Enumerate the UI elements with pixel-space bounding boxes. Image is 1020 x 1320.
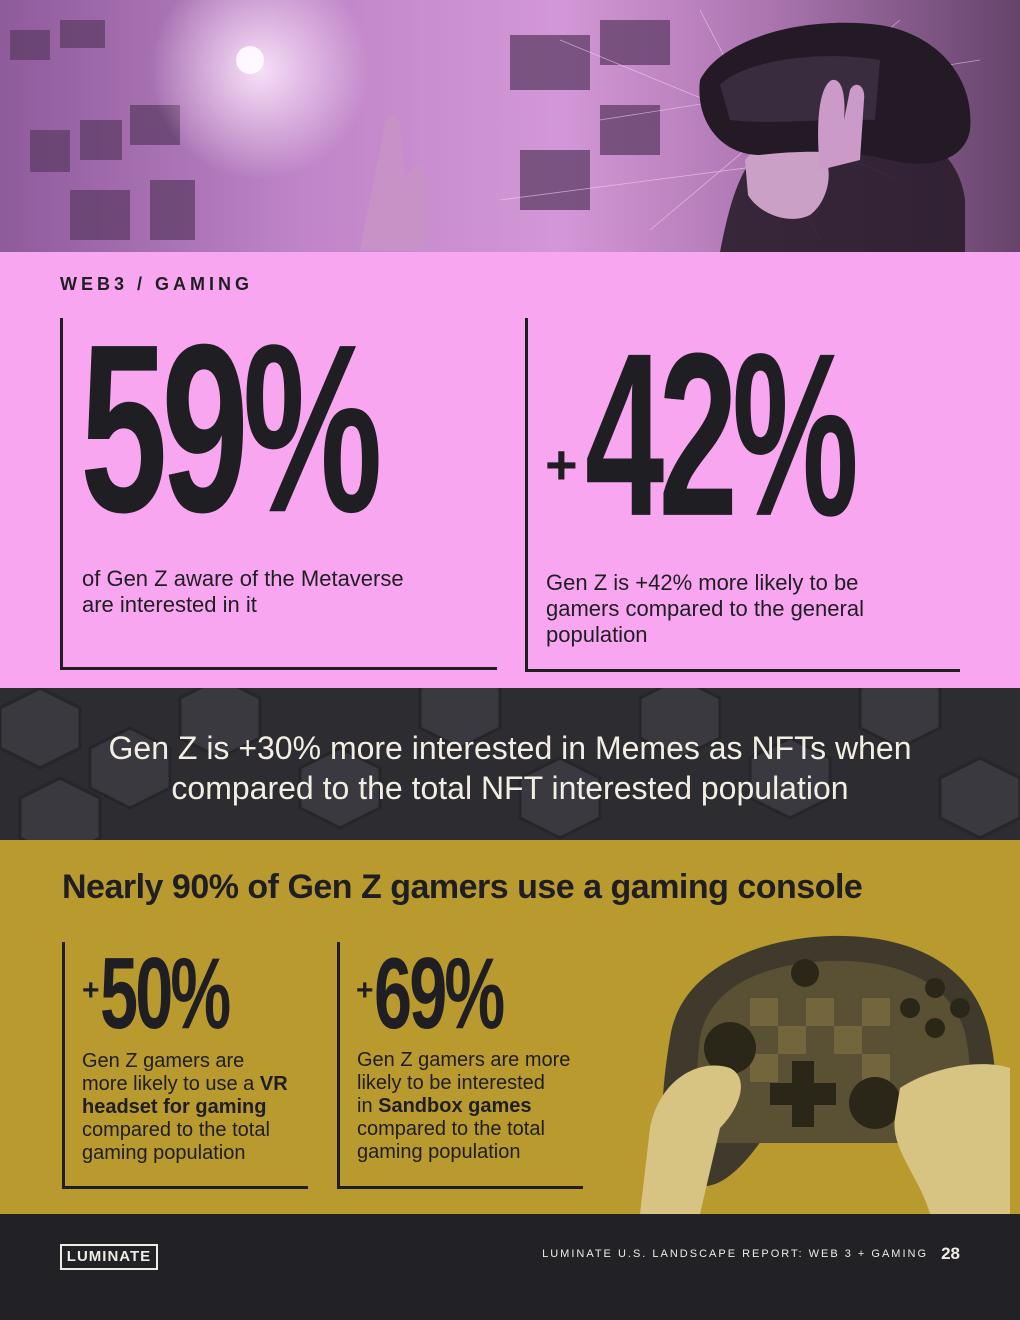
stat-sandbox-line5: gaming population [357, 1141, 521, 1163]
page-number: 28 [941, 1244, 960, 1263]
stat-vr-line2-bold: VR [259, 1073, 288, 1095]
stat-box-sandbox [337, 942, 583, 1189]
stat-vr-line3: headset for gaming [82, 1096, 267, 1118]
stat-sandbox-line3-bold: Sandbox games [378, 1095, 532, 1117]
hero-vr-image [0, 0, 1020, 252]
vr-headset-woman-photo [0, 0, 1020, 252]
stat-gamers-plus: + [545, 433, 578, 496]
nft-statement-line2: compared to the total NFT interested pop… [171, 770, 849, 806]
console-heading: Nearly 90% of Gen Z gamers use a gaming … [62, 868, 863, 906]
stat-metaverse-text-line2: are interested in it [82, 592, 257, 617]
stat-vr-line5: gaming population [82, 1142, 246, 1164]
report-title: LUMINATE U.S. LANDSCAPE REPORT: WEB 3 + … [542, 1248, 928, 1260]
stat-vr-plus: + [82, 974, 100, 1007]
stat-vr-value: 50% [100, 938, 231, 1051]
footer: LUMINATE LUMINATE U.S. LANDSCAPE REPORT:… [0, 1214, 1020, 1320]
stat-box-vr [62, 942, 308, 1189]
game-controller-photo [640, 935, 1010, 1214]
stat-gamers-text-line1: Gen Z is +42% more likely to be [546, 570, 859, 595]
luminate-logo: LUMINATE [60, 1244, 158, 1270]
console-section: Nearly 90% of Gen Z gamers use a gaming … [0, 840, 1020, 1214]
stat-vr-line1: Gen Z gamers are [82, 1050, 245, 1072]
stat-gamers-value: 42% [585, 304, 859, 565]
nft-band: Gen Z is +30% more interested in Memes a… [0, 688, 1020, 840]
stat-gamers-text-line2: gamers compared to the general [546, 596, 864, 621]
stat-sandbox-line4: compared to the total [357, 1118, 545, 1140]
stat-metaverse-value: 59% [80, 293, 383, 563]
stat-sandbox-plus: + [356, 974, 374, 1007]
stat-sandbox-value: 69% [374, 938, 505, 1051]
stat-box-metaverse [60, 318, 497, 670]
section-label: WEB3 / GAMING [60, 274, 254, 294]
stat-metaverse-text-line1: of Gen Z aware of the Metaverse [82, 566, 404, 591]
hexagon-pattern [0, 688, 1020, 840]
stat-sandbox-line2: likely to be interested [357, 1072, 545, 1094]
stat-vr-line4: compared to the total [82, 1119, 270, 1141]
stat-vr-line2: more likely to use a VR [82, 1073, 288, 1095]
stat-sandbox-line1: Gen Z gamers are more [357, 1049, 571, 1071]
stat-box-gamers [525, 318, 960, 672]
metaverse-section: WEB3 / GAMING 59% of Gen Z aware of the … [0, 252, 1020, 688]
stat-sandbox-line3: in Sandbox games [357, 1095, 532, 1117]
stat-gamers-text-line3: population [546, 622, 648, 647]
nft-statement-line1: Gen Z is +30% more interested in Memes a… [108, 730, 912, 766]
